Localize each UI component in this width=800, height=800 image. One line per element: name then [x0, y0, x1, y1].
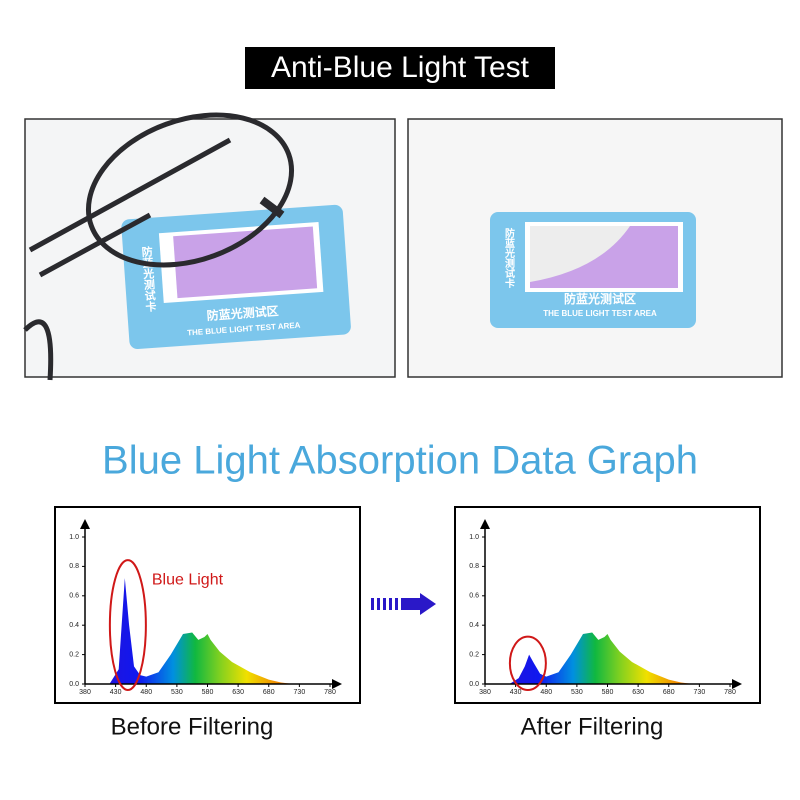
x-tick-label: 380	[79, 689, 91, 696]
x-tick-label: 680	[263, 689, 275, 696]
x-tick-label: 730	[694, 689, 706, 696]
card-label: 防蓝光测试卡	[503, 227, 516, 289]
spectrum-area	[85, 578, 330, 684]
caption: Before Filtering	[111, 713, 274, 740]
y-tick-label: 0.4	[69, 622, 79, 629]
x-tick-label: 780	[724, 689, 736, 696]
card-area: 防蓝光测试区	[564, 291, 636, 306]
test-card: 防蓝光测试卡 防蓝光测试区 THE BLUE LIGHT TEST AREA	[121, 204, 351, 349]
section-title: Blue Light Absorption Data Graph	[102, 439, 698, 483]
x-tick-label: 780	[324, 689, 336, 696]
x-tick-label: 530	[571, 689, 583, 696]
axis-arrow	[80, 519, 90, 529]
y-tick-label: 1.0	[69, 534, 79, 541]
y-tick-label: 0.6	[69, 593, 79, 600]
x-tick-label: 580	[602, 689, 614, 696]
card-area-en: THE BLUE LIGHT TEST AREA	[543, 309, 657, 318]
axis-arrow	[332, 679, 342, 689]
x-tick-label: 680	[663, 689, 675, 696]
card-area: 防蓝光测试区	[206, 303, 279, 323]
x-tick-label: 480	[140, 689, 152, 696]
y-tick-label: 0.8	[469, 563, 479, 570]
x-tick-label: 730	[294, 689, 306, 696]
spectrum-area	[485, 632, 730, 684]
y-tick-label: 0.4	[469, 622, 479, 629]
x-tick-label: 430	[510, 689, 522, 696]
axis-arrow	[480, 519, 490, 529]
y-tick-label: 0.2	[69, 651, 79, 658]
y-tick-label: 0.8	[69, 563, 79, 570]
x-tick-label: 630	[232, 689, 244, 696]
y-tick-label: 0.0	[469, 681, 479, 688]
arrow	[371, 593, 436, 615]
glasses	[23, 112, 295, 381]
title: Anti-Blue Light Test	[271, 51, 530, 84]
y-tick-label: 0.0	[69, 681, 79, 688]
annotation: Blue Light	[152, 571, 224, 588]
x-tick-label: 630	[632, 689, 644, 696]
caption: After Filtering	[521, 713, 664, 740]
y-tick-label: 1.0	[469, 534, 479, 541]
x-tick-label: 380	[479, 689, 491, 696]
test-card: 防蓝光测试卡 防蓝光测试区 THE BLUE LIGHT TEST AREA	[490, 212, 696, 328]
y-tick-label: 0.2	[469, 651, 479, 658]
x-tick-label: 430	[110, 689, 122, 696]
highlight-ring	[508, 635, 547, 691]
y-tick-label: 0.6	[469, 593, 479, 600]
highlight-ring	[108, 559, 147, 692]
x-tick-label: 580	[202, 689, 214, 696]
x-tick-label: 480	[540, 689, 552, 696]
title-bg	[245, 47, 555, 89]
axis-arrow	[732, 679, 742, 689]
x-tick-label: 530	[171, 689, 183, 696]
